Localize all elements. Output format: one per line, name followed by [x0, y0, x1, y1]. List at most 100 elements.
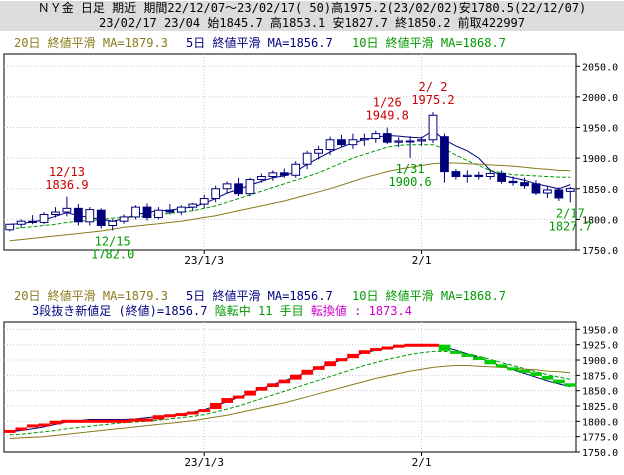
candle-body [245, 179, 255, 195]
legend-ma10-lower: 10日 終値平滑 MA=1868.7 [352, 289, 506, 303]
break-brick [255, 387, 268, 391]
candle-body [291, 163, 301, 176]
legend-ma10-lower-label: 10日 終値平滑 MA=1868.7 [352, 289, 506, 303]
break-brick [175, 413, 188, 417]
reversal-value: 1873.4 [368, 304, 412, 318]
y-tick-label: 1925.0 [582, 341, 618, 352]
break-count-unit: 手目 [279, 304, 304, 318]
break-brick [347, 353, 359, 359]
y-tick-label: 1775.0 [582, 433, 618, 444]
candle-body [16, 220, 26, 225]
break-close-label: 3段抜き新値足 (終値)=1856.7 [32, 304, 208, 318]
candle-body [474, 174, 484, 177]
candle-body [131, 206, 140, 218]
candle-body [39, 213, 49, 223]
break-brick [415, 343, 428, 347]
break-brick [198, 409, 211, 413]
legend-ma20-lower: 20日 終値平滑 MA=1879.3 [14, 289, 168, 303]
y-tick-label: 1800.0 [582, 417, 618, 428]
break-brick [553, 379, 565, 384]
y-tick-label: 1850.0 [582, 387, 618, 398]
legend-ma20-lower-label: 20日 終値平滑 MA=1879.3 [14, 289, 168, 303]
candle-body [462, 174, 472, 177]
candle-body [85, 209, 95, 223]
annotation-date: 1/31 [396, 162, 425, 176]
break-brick [84, 419, 96, 423]
candle-body [520, 182, 529, 187]
candle-body [279, 172, 289, 176]
break-brick [484, 360, 497, 365]
legend-ma5-label: 5日 終値平滑 MA=1856.7 [186, 36, 333, 50]
x-tick-label: 23/1/3 [184, 456, 224, 469]
candle-body [325, 139, 335, 151]
annotation-value: 1900.6 [388, 175, 431, 189]
candle-body [96, 209, 106, 226]
candle-body [382, 133, 392, 143]
break-brick [495, 364, 508, 368]
candle-body [154, 209, 163, 219]
break-brick [244, 390, 256, 396]
candle-body [119, 216, 129, 222]
break-brick [324, 361, 336, 367]
chart-header-period: ＮＹ金 日足 期近 期間22/12/07～23/02/17( 50)高1975.… [0, 1, 624, 16]
break-brick [335, 358, 348, 362]
candle-body [108, 220, 118, 226]
break-brick [518, 369, 531, 373]
candle-body [165, 209, 175, 213]
candle-body [485, 172, 495, 177]
break-brick [38, 423, 50, 427]
annotation-value: 1836.9 [45, 178, 88, 192]
break-brick [290, 374, 302, 380]
break-brick [564, 383, 577, 387]
break-brick [129, 418, 142, 422]
legend-ma5-lower-label: 5日 終値平滑 MA=1856.7 [186, 289, 333, 303]
candle-body [337, 139, 346, 146]
legend-ma20-label: 20日 終値平滑 MA=1879.3 [14, 36, 168, 50]
break-brick [438, 344, 451, 351]
break-brick [541, 375, 554, 380]
break-count: 11 [257, 304, 273, 318]
break-brick [141, 418, 153, 422]
candle-body [417, 139, 426, 142]
y-tick-label: 1750.0 [582, 246, 618, 257]
candle-body [176, 206, 186, 213]
series-line-ma20 [9, 162, 571, 242]
candle-body [405, 140, 415, 143]
y-tick-label: 1825.0 [582, 402, 618, 413]
candle-body [28, 220, 37, 223]
legend-ma5-lower: 5日 終値平滑 MA=1856.7 [186, 289, 333, 303]
annotation-date: 12/15 [95, 234, 131, 248]
break-brick [507, 367, 520, 371]
candle-body [565, 188, 575, 192]
break-brick [278, 379, 291, 384]
break-brick [118, 419, 131, 423]
break-brick [106, 419, 119, 423]
candle-body [554, 189, 564, 199]
candle-body [142, 206, 152, 219]
y-tick-label: 1850.0 [582, 185, 618, 196]
break-brick [473, 356, 485, 361]
annotation-date: 2/17 [556, 206, 585, 220]
candle-body [211, 188, 221, 200]
break-state: 陰転中 [214, 304, 251, 318]
break-brick [530, 372, 542, 376]
y-tick-label: 1900.0 [582, 154, 618, 165]
candle-body [257, 176, 266, 181]
plot-frame-1 [3, 321, 577, 453]
y-tick-label: 1950.0 [582, 325, 618, 336]
chart-header-ohlc: 23/02/17 23/04 始1845.7 高1853.1 安1827.7 終… [0, 16, 624, 31]
candle-body [531, 183, 541, 194]
break-brick [26, 424, 39, 428]
candle-body [543, 189, 552, 194]
break-brick [49, 420, 62, 425]
series-line-ma20 [9, 365, 571, 439]
candle-body [62, 207, 72, 213]
break-brick [221, 398, 234, 403]
x-tick-label: 2/1 [412, 254, 432, 267]
candle-body [302, 152, 312, 165]
y-tick-label: 1950.0 [582, 124, 618, 135]
candle-body [222, 183, 232, 190]
break-brick [404, 343, 417, 347]
reversal-label: 転換値 : [310, 304, 362, 318]
